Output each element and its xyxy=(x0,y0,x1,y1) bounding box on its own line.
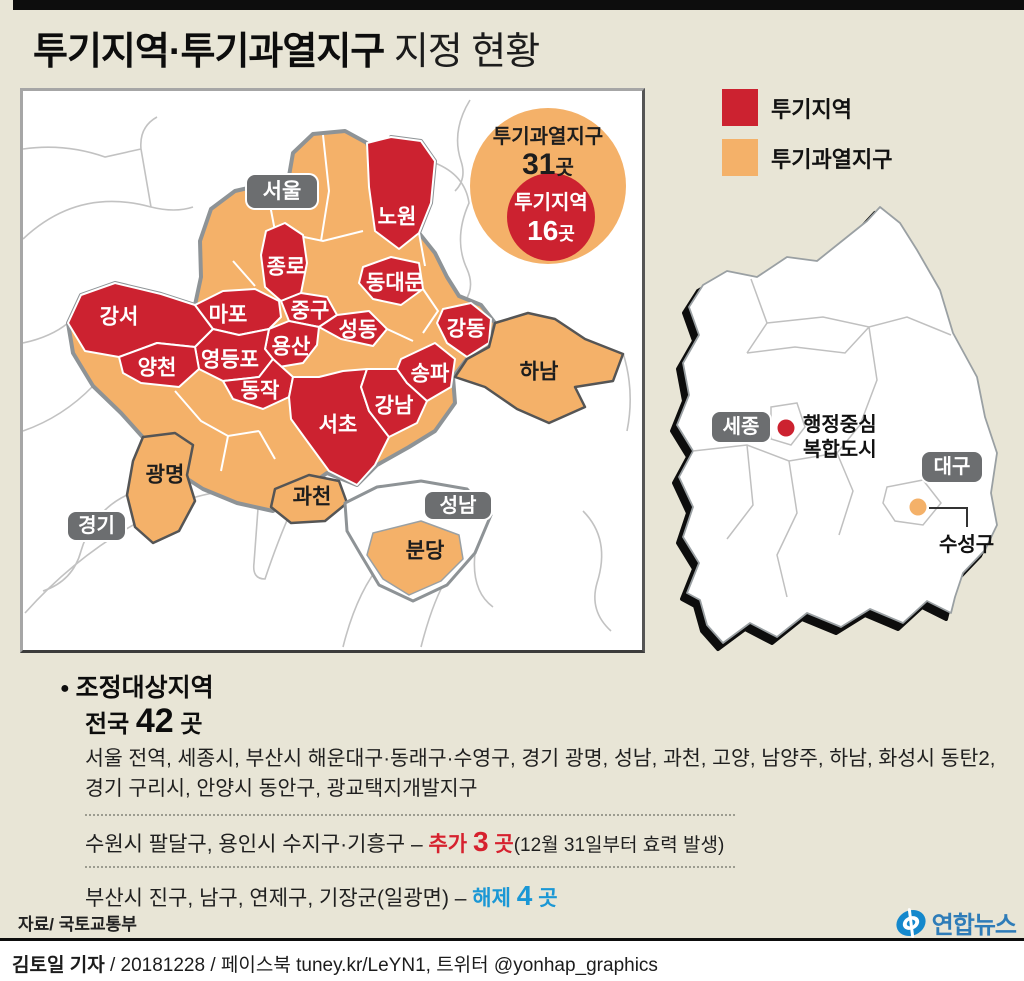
area-label-bundang: 분당 xyxy=(405,539,445,563)
dotted-divider-1 xyxy=(85,814,735,816)
byline-bar: 김토일 기자 / 20181228 / 페이스북 tuney.kr/LeYN1,… xyxy=(0,941,1024,981)
adjustment-total: 전국 42 곳 xyxy=(85,702,203,740)
korea-map-svg xyxy=(670,206,998,651)
page-title: 투기지역·투기과열지구 지정 현황 xyxy=(33,20,540,75)
seoul-map-panel: 투기과열지구 31곳 투기지역 16곳 노원 종로 동대문 중구 성동 강동 강… xyxy=(20,88,645,653)
bottom-divider xyxy=(0,938,1024,941)
gyeonggi-border-lines xyxy=(23,99,631,648)
legend-row-overheated: 투기과열지구 xyxy=(722,139,892,176)
badge-seongnam: 성남 xyxy=(425,492,491,519)
district-label-dongdaemun: 동대문 xyxy=(366,271,424,295)
area-label-hanam: 하남 xyxy=(519,360,559,384)
outer-overheated-shapes xyxy=(125,311,625,545)
yonhap-logo-icon xyxy=(896,907,926,938)
district-label-seongdong: 성동 xyxy=(338,318,378,342)
korea-landmass xyxy=(676,206,998,644)
legend-label-speculation: 투기지역 xyxy=(771,96,852,122)
province-borders xyxy=(692,278,952,598)
adjustment-line1: 서울 전역, 세종시, 부산시 해운대구·동래구·수영구, 경기 광명, 성남,… xyxy=(85,747,996,770)
district-label-seocho: 서초 xyxy=(318,413,358,437)
byline-text: 김토일 기자 / 20181228 / 페이스북 tuney.kr/LeYN1,… xyxy=(12,955,658,976)
suseong-connector-line xyxy=(929,507,968,527)
dotted-divider-2 xyxy=(85,866,735,868)
adjustment-line2: 경기 구리시, 안양시 동안구, 광교택지개발지구 xyxy=(85,777,478,800)
title-bold: 투기지역·투기과열지구 xyxy=(33,31,385,73)
adjustment-heading: ● 조정대상지역 xyxy=(60,674,214,702)
legend-label-overheated: 투기과열지구 xyxy=(771,146,893,172)
area-label-gwacheon: 과천 xyxy=(292,485,332,509)
district-label-yangcheon: 양천 xyxy=(137,356,177,380)
legend-row-speculation: 투기지역 xyxy=(722,89,852,126)
district-label-gangnam: 강남 xyxy=(374,394,414,418)
district-label-yeongdeungpo: 영등포 xyxy=(201,348,259,372)
added-zones-row: 수원시 팔달구, 용인시 수지구·기흥구 – 추가 3 곳(12월 31일부터 … xyxy=(85,826,725,857)
district-label-yongsan: 용산 xyxy=(271,335,311,359)
suseong-orange-dot xyxy=(907,496,929,518)
bullet-icon: ● xyxy=(60,680,70,697)
badge-sejong: 세종 xyxy=(712,412,770,442)
district-label-jongno: 종로 xyxy=(266,255,306,279)
added-highlight: 추가 3 곳 xyxy=(428,826,514,857)
source-credit: 자료/ 국토교통부 xyxy=(18,915,137,934)
district-label-junggu: 중구 xyxy=(290,299,330,323)
sejong-red-dot xyxy=(777,419,795,437)
agency-logo: 연합뉴스 xyxy=(894,905,1017,940)
district-label-nowon: 노원 xyxy=(377,205,417,229)
top-black-bar xyxy=(13,0,1024,10)
speculation-count-circle xyxy=(507,173,595,261)
removed-zones-row: 부산시 진구, 남구, 연제구, 기장군(일광면) – 해제 4 곳 xyxy=(85,880,558,911)
bundang-shape xyxy=(366,520,464,596)
overheated-circle-label: 투기과열지구 xyxy=(492,126,604,148)
admin-city-label: 행정중심 복합도시 xyxy=(803,414,877,461)
area-label-gwangmyeong: 광명 xyxy=(145,463,185,487)
district-label-gangseo: 강서 xyxy=(99,305,139,329)
speculation-circle-label: 투기지역 xyxy=(514,192,588,214)
speculation-circle-count: 16곳 xyxy=(527,215,575,246)
badge-daegu: 대구 xyxy=(922,452,982,482)
removed-highlight: 해제 4 곳 xyxy=(472,880,558,911)
red-district-shapes xyxy=(67,136,492,486)
badge-seoul: 서울 xyxy=(247,175,317,208)
korea-map: 세종 대구 행정중심 복합도시 수성구 xyxy=(655,195,1020,675)
title-rest: 지정 현황 xyxy=(384,31,540,73)
red-swatch xyxy=(722,89,758,126)
district-label-songpa: 송파 xyxy=(410,362,450,386)
district-label-gangdong: 강동 xyxy=(446,317,486,341)
agency-name: 연합뉴스 xyxy=(931,912,1017,939)
total-count: 42 xyxy=(135,702,174,740)
district-label-mapo: 마포 xyxy=(208,303,248,327)
adjustment-list: 서울 전역, 세종시, 부산시 해운대구·동래구·수영구, 경기 광명, 성남,… xyxy=(85,744,1005,804)
badge-gyeonggi: 경기 xyxy=(68,512,125,540)
suseong-label: 수성구 xyxy=(939,534,995,556)
district-label-dongjak: 동작 xyxy=(240,379,280,403)
orange-swatch xyxy=(722,139,758,176)
overheated-circle-count: 31곳 xyxy=(522,148,574,181)
